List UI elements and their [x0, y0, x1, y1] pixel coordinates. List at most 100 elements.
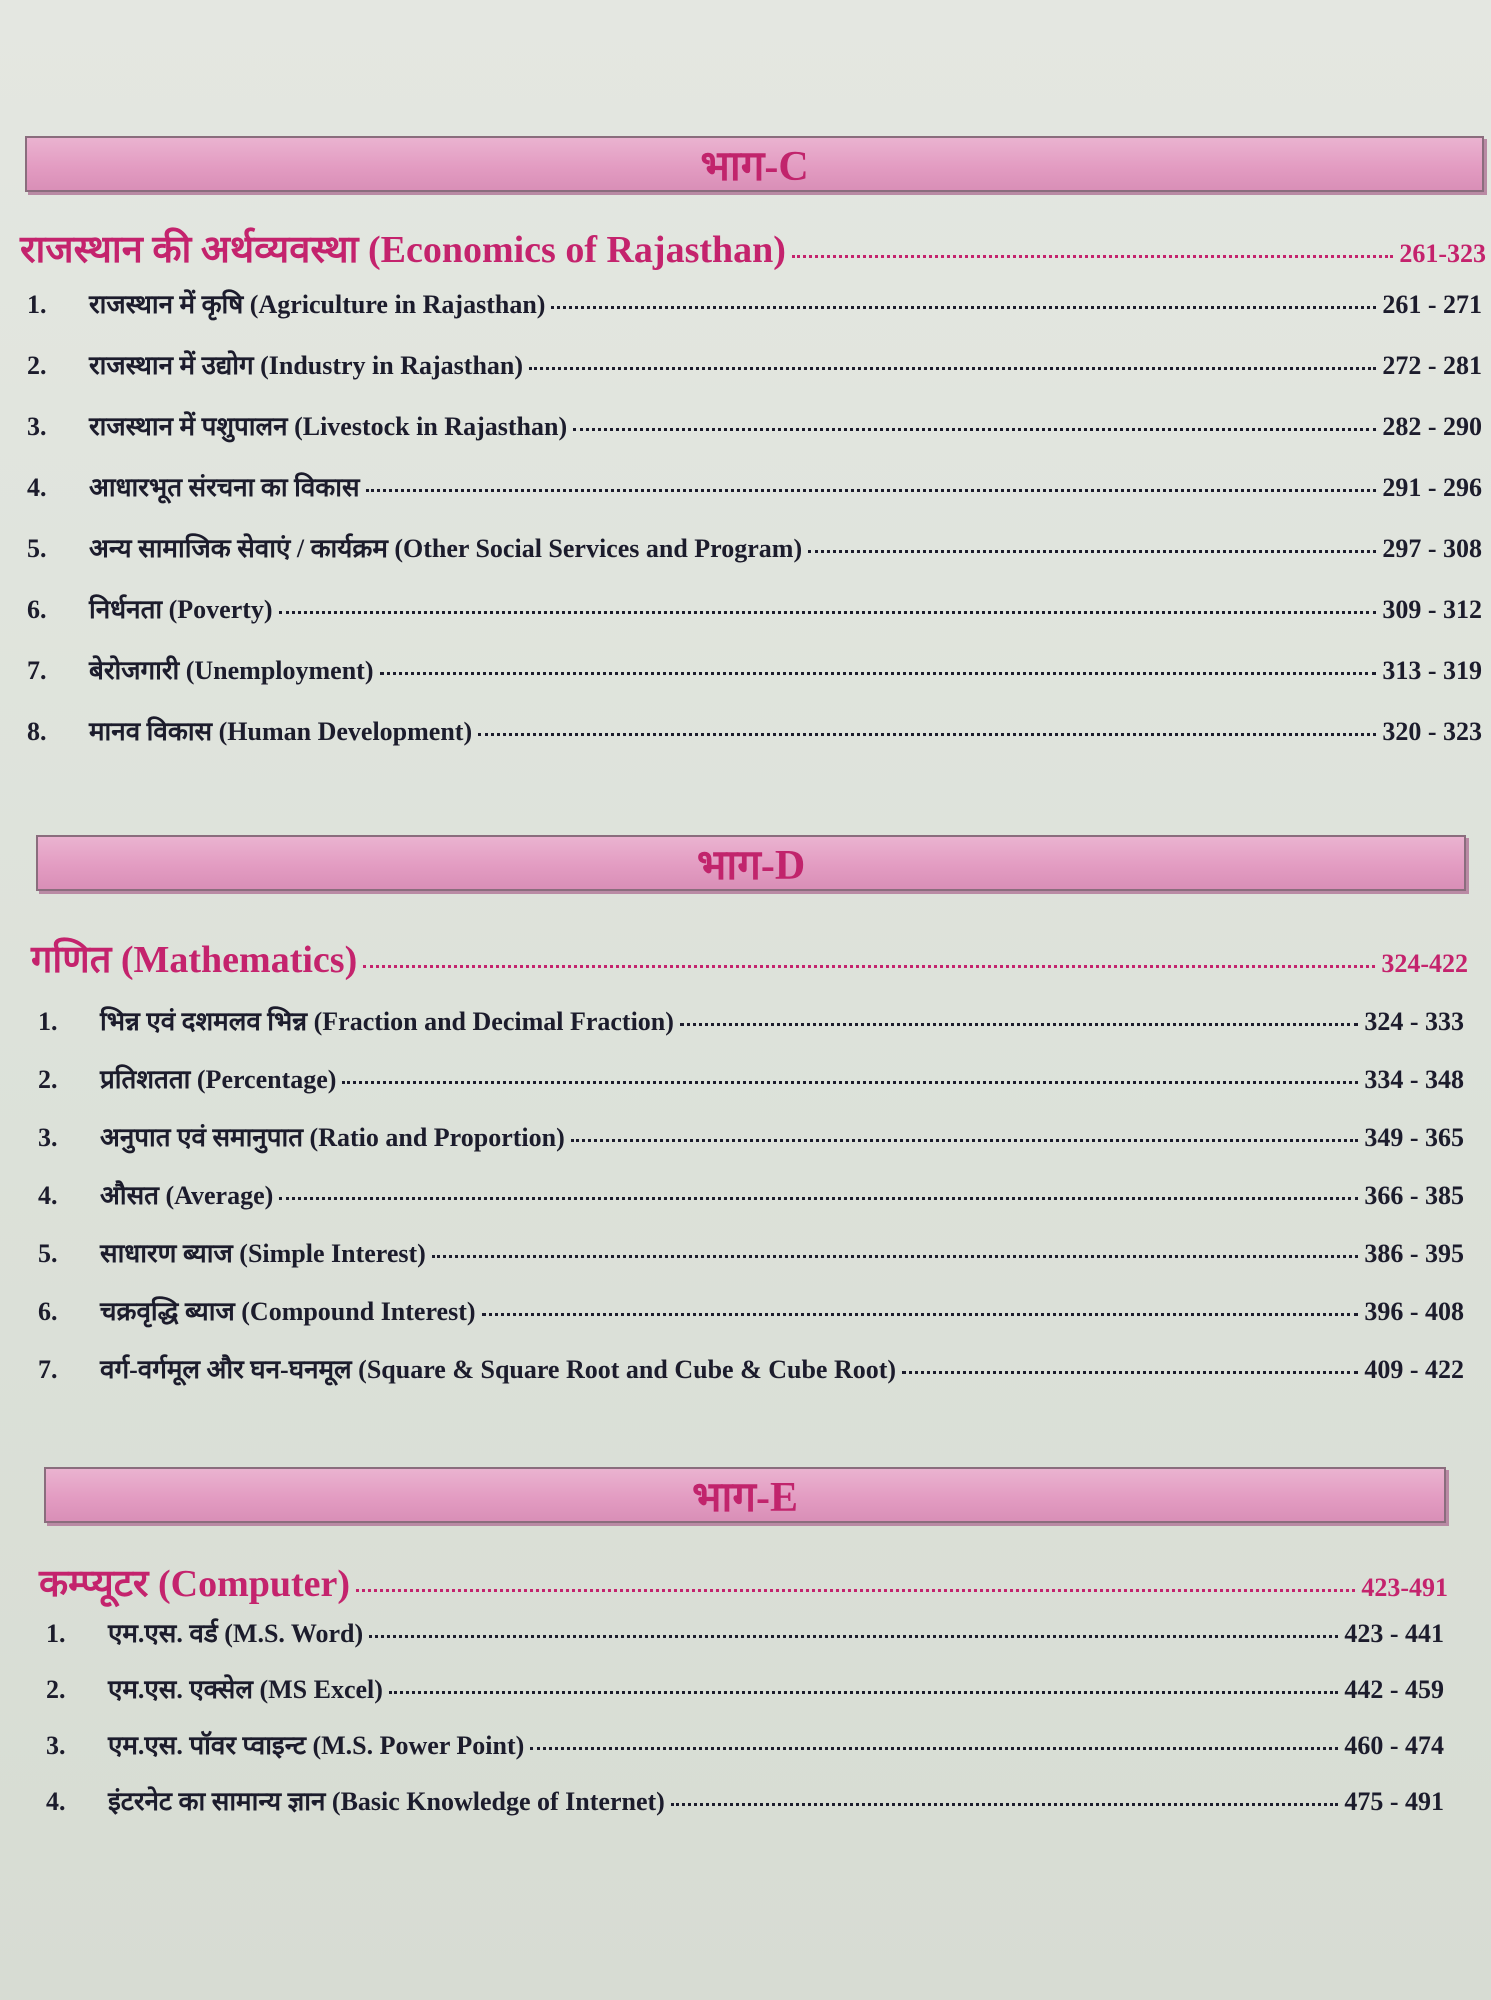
heading-text: गणित (Mathematics) — [31, 939, 358, 981]
item-number: 7. — [38, 1355, 58, 1384]
item-number: 8. — [27, 717, 47, 746]
part-band: भाग-C — [25, 136, 1484, 192]
item-title: एम.एस. वर्ड (M.S. Word) — [108, 1619, 364, 1648]
leader — [369, 1635, 1339, 1638]
item-number: 3. — [38, 1123, 58, 1152]
item-number: 6. — [27, 595, 47, 624]
leader — [431, 1255, 1359, 1258]
item-title: प्रतिशतता (Percentage) — [100, 1065, 337, 1094]
item-title: आधारभूत संरचना का विकास — [89, 473, 360, 502]
item-title: एम.एस. पॉवर प्वाइन्ट (M.S. Power Point) — [108, 1731, 525, 1760]
item-number: 5. — [27, 534, 47, 563]
item-title: औसत (Average) — [100, 1181, 274, 1210]
item-pages: 282 - 290 — [1382, 412, 1482, 441]
part-label: भाग-D — [696, 842, 806, 889]
leader — [808, 550, 1377, 553]
item-number: 6. — [38, 1297, 58, 1326]
item-pages: 475 - 491 — [1344, 1787, 1444, 1816]
leader — [573, 428, 1377, 431]
item-pages: 297 - 308 — [1382, 534, 1482, 563]
toc-item: 8. मानव विकास (Human Development) 320 - 32… — [27, 712, 1482, 748]
item-number: 3. — [46, 1731, 66, 1760]
toc-item: 6. चक्रवृद्धि ब्याज (Compound Interest) 39… — [38, 1292, 1464, 1328]
leader — [570, 1139, 1359, 1142]
item-title: वर्ग-वर्गमूल और घन-घनमूल (Square & Squar… — [100, 1355, 897, 1384]
item-pages: 324 - 333 — [1364, 1007, 1464, 1036]
item-number: 7. — [27, 656, 47, 685]
item-pages: 386 - 395 — [1364, 1239, 1464, 1268]
leader — [278, 611, 1377, 614]
item-title: चक्रवृद्धि ब्याज (Compound Interest) — [100, 1297, 476, 1326]
toc-item: 4. आधारभूत संरचना का विकास 291 - 296 — [27, 468, 1482, 504]
leader — [530, 1747, 1339, 1750]
item-number: 2. — [27, 351, 47, 380]
item-pages: 409 - 422 — [1364, 1355, 1464, 1384]
item-pages: 442 - 459 — [1344, 1675, 1444, 1704]
item-number: 1. — [46, 1619, 66, 1648]
item-number: 2. — [38, 1065, 58, 1094]
leader — [902, 1371, 1359, 1374]
item-number: 1. — [38, 1007, 58, 1036]
item-pages: 396 - 408 — [1364, 1297, 1464, 1326]
toc-item: 2. एम.एस. एक्सेल (MS Excel) 442 - 459 — [46, 1670, 1444, 1706]
item-title: भिन्न एवं दशमलव भिन्न (Fraction and Deci… — [100, 1007, 674, 1036]
toc-item: 3. राजस्थान में पशुपालन (Livestock in Raj… — [27, 407, 1482, 443]
toc-item: 2. प्रतिशतता (Percentage) 334 - 348 — [38, 1060, 1464, 1096]
toc-item: 5. साधारण ब्याज (Simple Interest) 386 - 39… — [38, 1234, 1464, 1270]
item-pages: 272 - 281 — [1382, 351, 1482, 380]
item-title: साधारण ब्याज (Simple Interest) — [100, 1239, 426, 1268]
heading-text: राजस्थान की अर्थव्यवस्था (Economics of R… — [20, 229, 786, 271]
leader — [551, 306, 1377, 309]
section-heading: गणित (Mathematics) 324-422 — [31, 932, 1468, 984]
item-pages: 320 - 323 — [1382, 717, 1482, 746]
item-pages: 313 - 319 — [1382, 656, 1482, 685]
item-number: 1. — [27, 290, 47, 319]
item-pages: 349 - 365 — [1364, 1123, 1464, 1152]
toc-item: 2. राजस्थान में उद्योग (Industry in Rajas… — [27, 346, 1482, 382]
leader — [478, 733, 1377, 736]
part-band: भाग-D — [36, 835, 1466, 891]
item-title: एम.एस. एक्सेल (MS Excel) — [108, 1675, 383, 1704]
heading-pages: 423-491 — [1361, 1573, 1448, 1602]
item-pages: 366 - 385 — [1364, 1181, 1464, 1210]
heading-text: कम्प्यूटर (Computer) — [39, 1563, 351, 1605]
item-title: निर्धनता (Poverty) — [89, 595, 273, 624]
leader — [529, 367, 1377, 370]
toc-item: 3. अनुपात एवं समानुपात (Ratio and Proport… — [38, 1118, 1464, 1154]
leader — [379, 672, 1377, 675]
item-pages: 423 - 441 — [1344, 1619, 1444, 1648]
item-number: 5. — [38, 1239, 58, 1268]
item-title: मानव विकास (Human Development) — [89, 717, 473, 746]
item-title: बेरोजगारी (Unemployment) — [89, 656, 374, 685]
item-title: राजस्थान में कृषि (Agriculture in Rajast… — [89, 290, 546, 319]
item-title: राजस्थान में उद्योग (Industry in Rajasth… — [89, 351, 524, 380]
leader — [342, 1081, 1359, 1084]
item-number: 3. — [27, 412, 47, 441]
leader — [388, 1691, 1339, 1694]
heading-pages: 324-422 — [1381, 949, 1468, 978]
toc-item: 7. बेरोजगारी (Unemployment) 313 - 319 — [27, 651, 1482, 687]
leader — [679, 1023, 1359, 1026]
item-title: अन्य सामाजिक सेवाएं / कार्यक्रम (Other S… — [89, 534, 803, 563]
toc-item: 1. राजस्थान में कृषि (Agriculture in Raja… — [27, 285, 1482, 321]
leader — [365, 489, 1377, 492]
toc-item: 6. निर्धनता (Poverty) 309 - 312 — [27, 590, 1482, 626]
item-pages: 460 - 474 — [1344, 1731, 1444, 1760]
leader — [279, 1197, 1359, 1200]
item-pages: 309 - 312 — [1382, 595, 1482, 624]
leader — [670, 1803, 1339, 1806]
item-number: 4. — [27, 473, 47, 502]
item-pages: 261 - 271 — [1382, 290, 1482, 319]
toc-item: 4. इंटरनेट का सामान्य ज्ञान (Basic Knowle… — [46, 1782, 1444, 1818]
part-label: भाग-E — [691, 1474, 799, 1521]
leader — [791, 255, 1394, 258]
toc-item: 1. एम.एस. वर्ड (M.S. Word) 423 - 441 — [46, 1614, 1444, 1650]
item-title: अनुपात एवं समानुपात (Ratio and Proportio… — [100, 1123, 565, 1152]
item-number: 4. — [46, 1787, 66, 1816]
item-pages: 291 - 296 — [1382, 473, 1482, 502]
toc-item: 5. अन्य सामाजिक सेवाएं / कार्यक्रम (Other… — [27, 529, 1482, 565]
toc-item: 7. वर्ग-वर्गमूल और घन-घनमूल (Square & Squ… — [38, 1350, 1464, 1386]
item-number: 4. — [38, 1181, 58, 1210]
item-pages: 334 - 348 — [1364, 1065, 1464, 1094]
